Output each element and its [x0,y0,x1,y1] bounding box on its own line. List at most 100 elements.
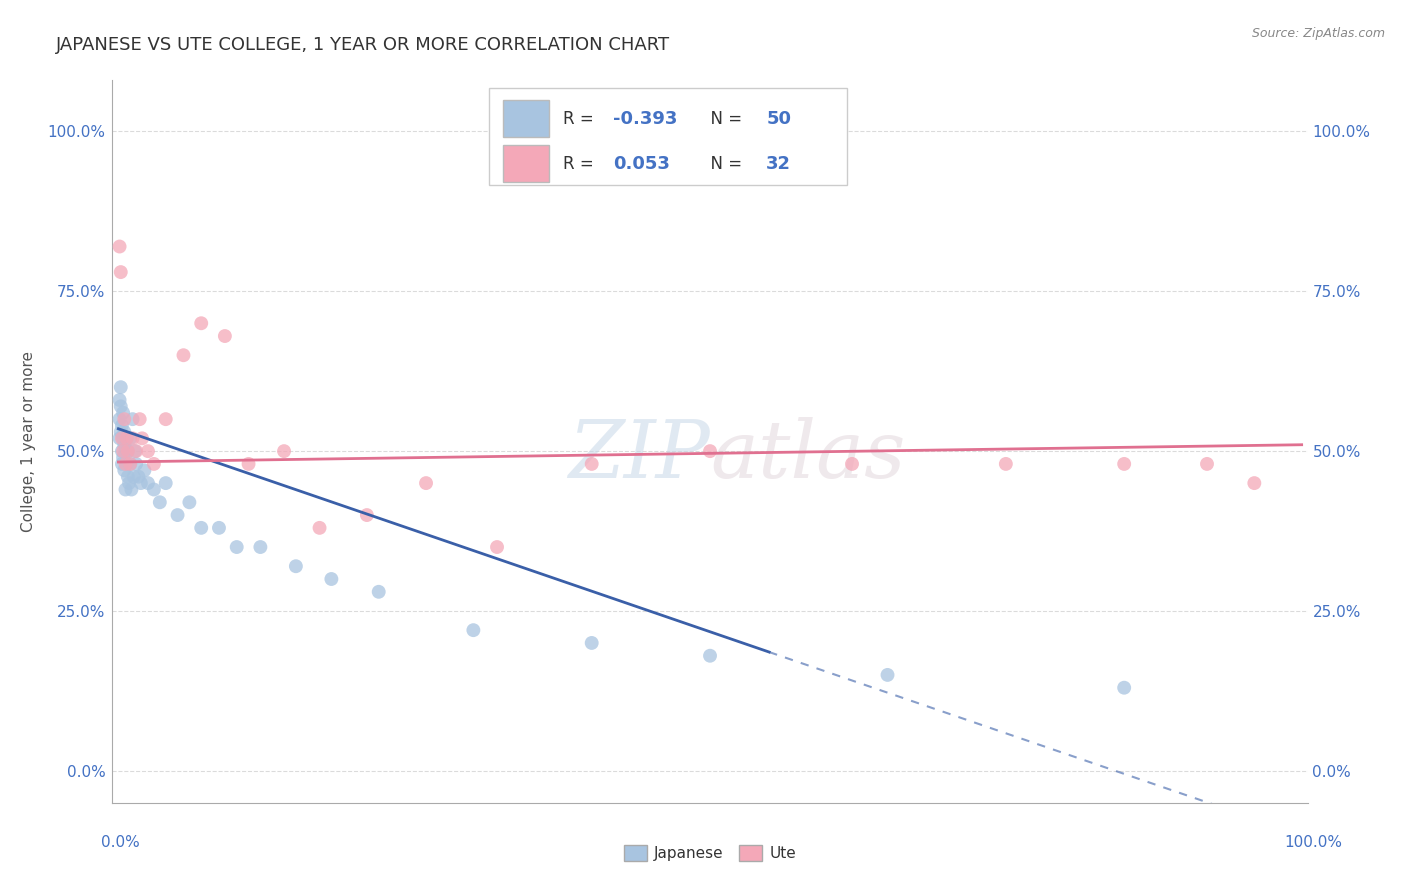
Point [1114,681,1136,695]
Point [125,444,148,458]
Point [110,380,132,394]
Point [155,476,177,491]
Point [136,444,159,458]
Point [121,412,143,426]
Point [841,457,863,471]
Point [208,521,231,535]
Point [117,444,139,458]
Point [581,636,603,650]
Point [110,265,132,279]
Text: R =: R = [562,110,599,128]
Point [112,450,135,465]
Point [142,483,165,497]
Point [108,392,131,407]
Point [120,457,142,471]
Point [122,469,145,483]
Point [356,508,378,522]
Point [128,469,150,483]
Point [124,444,146,458]
Text: Source: ZipAtlas.com: Source: ZipAtlas.com [1251,27,1385,40]
Point [190,521,212,535]
Point [120,457,142,471]
Point [1114,457,1136,471]
Point [120,431,142,445]
Point [238,457,260,471]
Point [129,476,152,491]
Text: R =: R = [562,154,599,172]
Point [172,348,194,362]
Point [112,425,135,439]
Text: 0.0%: 0.0% [101,836,141,850]
Point [114,444,136,458]
Text: -0.393: -0.393 [613,110,678,128]
Point [179,495,201,509]
Point [134,463,156,477]
Point [108,412,131,426]
Text: atlas: atlas [710,417,905,495]
Point [486,540,509,554]
Text: 0.053: 0.053 [613,154,671,172]
Point [114,483,136,497]
Point [190,316,212,330]
Point [110,425,132,439]
FancyBboxPatch shape [503,145,548,182]
Point [415,476,437,491]
Point [214,329,236,343]
Point [136,476,159,491]
Point [321,572,343,586]
Text: 50: 50 [766,110,792,128]
Point [115,431,138,445]
Point [1243,476,1265,491]
Point [111,418,134,433]
Point [111,444,134,458]
Point [994,457,1017,471]
Text: 32: 32 [766,154,792,172]
Point [111,457,134,471]
Point [121,431,143,445]
Point [142,457,165,471]
Point [118,476,141,491]
Point [117,469,139,483]
Point [273,444,295,458]
Point [112,463,135,477]
Point [112,406,135,420]
Point [1195,457,1218,471]
FancyBboxPatch shape [503,100,548,137]
Point [131,431,153,445]
Y-axis label: College, 1 year or more: College, 1 year or more [21,351,37,532]
Point [463,623,485,637]
Point [308,521,330,535]
Point [699,648,721,663]
Text: ZIP: ZIP [568,417,710,495]
Text: N =: N = [700,154,748,172]
Point [249,540,271,554]
Point [155,412,177,426]
Legend: Japanese, Ute: Japanese, Ute [617,839,803,867]
Point [112,438,135,452]
Point [699,444,721,458]
Text: JAPANESE VS UTE COLLEGE, 1 YEAR OR MORE CORRELATION CHART: JAPANESE VS UTE COLLEGE, 1 YEAR OR MORE … [56,36,671,54]
Point [225,540,247,554]
Point [581,457,603,471]
Point [115,457,138,471]
Point [128,412,150,426]
Point [112,412,135,426]
Point [108,431,131,445]
Point [149,495,172,509]
Point [367,584,389,599]
Point [110,400,132,414]
Point [114,457,136,471]
Point [111,431,134,445]
Point [284,559,307,574]
Point [117,444,139,458]
Point [125,457,148,471]
Point [112,444,135,458]
Point [120,483,142,497]
Text: 100.0%: 100.0% [1285,836,1343,850]
Point [166,508,188,522]
Point [876,668,898,682]
Point [108,239,131,253]
Point [115,431,138,445]
Text: N =: N = [700,110,748,128]
Point [112,431,135,445]
